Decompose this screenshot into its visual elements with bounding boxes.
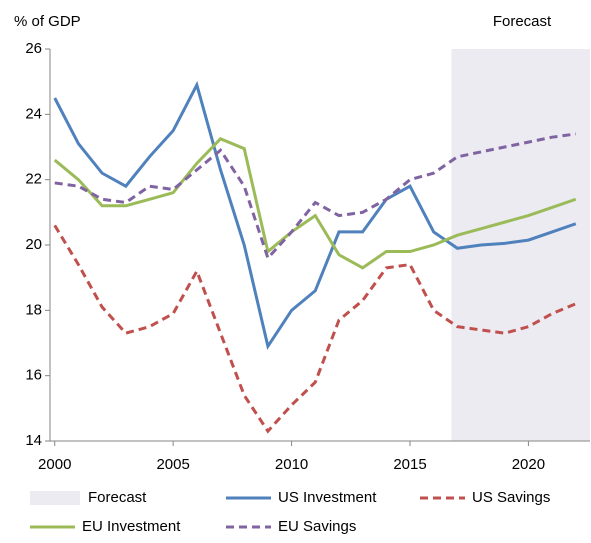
x-tick-label: 2005 <box>156 456 189 473</box>
forecast-annotation: Forecast <box>493 13 552 30</box>
y-axis-label: % of GDP <box>14 13 81 30</box>
legend-label: EU Savings <box>278 518 356 535</box>
y-tick-label: 20 <box>25 236 42 253</box>
y-tick-label: 14 <box>25 432 42 449</box>
y-tick-label: 16 <box>25 367 42 384</box>
x-tick-label: 2010 <box>275 456 308 473</box>
y-tick-label: 22 <box>25 171 42 188</box>
y-tick-label: 18 <box>25 301 42 318</box>
x-tick-label: 2015 <box>393 456 426 473</box>
legend-swatch <box>30 491 80 505</box>
y-tick-label: 26 <box>25 40 42 57</box>
series-line <box>53 224 577 434</box>
y-tick-label: 24 <box>25 105 42 122</box>
legend-label: US Savings <box>472 489 550 506</box>
series-line <box>53 137 577 270</box>
series-line <box>53 80 577 351</box>
legend-label: US Investment <box>278 489 377 506</box>
x-tick-label: 2000 <box>38 456 71 473</box>
legend-label: Forecast <box>88 489 147 506</box>
legend-label: EU Investment <box>82 518 181 535</box>
x-tick-label: 2020 <box>512 456 545 473</box>
series-line <box>54 132 576 261</box>
